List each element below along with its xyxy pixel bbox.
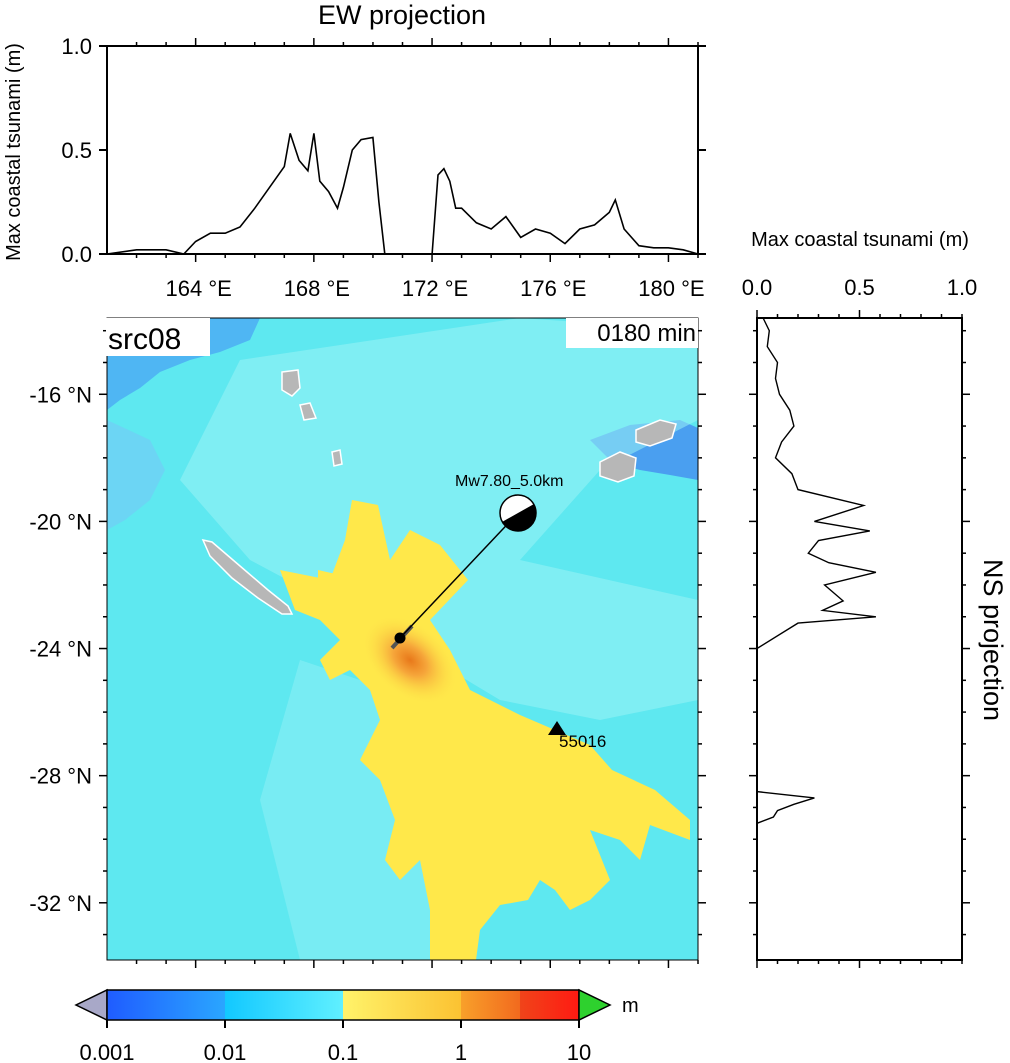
island-vanuatu-mid	[299, 402, 318, 421]
ns-x-tick-label: 0.0	[742, 275, 773, 300]
ew-frame	[106, 45, 699, 255]
ns-title: NS projection	[978, 559, 1008, 721]
ew-x-tick-label: 168 °E	[284, 276, 350, 301]
low-amplitude-region-west	[107, 420, 165, 530]
map-lat-axis: -16 °N -20 °N -24 °N -28 °N -32 °N	[29, 329, 706, 936]
colorbar-ticks: 0.001 0.01 0.1 1 10	[79, 1020, 591, 1063]
colorbar-tick-label: 1	[455, 1040, 467, 1063]
colorbar-over-arrow	[578, 988, 612, 1022]
ns-frame	[756, 317, 963, 961]
map-lat-tick-label: -16 °N	[29, 382, 92, 407]
station-label: 55016	[559, 732, 606, 751]
epicenter-marker	[394, 632, 406, 644]
colorbar-tick-label: 0.1	[328, 1040, 359, 1063]
colorbar-under-arrow	[74, 988, 108, 1022]
ns-series-line	[756, 317, 877, 824]
time-label-box	[566, 318, 698, 348]
island-new-caledonia	[201, 538, 294, 615]
colorbar-unit: m	[622, 995, 639, 1017]
map-lat-tick-label: -24 °N	[29, 637, 92, 662]
ew-x-tick-label: 180 °E	[638, 276, 704, 301]
ns-x-tick-label: 1.0	[947, 275, 978, 300]
colorbar-tick-label: 10	[567, 1040, 591, 1063]
station-triangle-icon	[548, 721, 566, 735]
time-label: 0180 min	[597, 320, 696, 347]
tsunami-energy-zone	[280, 500, 690, 960]
tsunami-energy-spot	[318, 570, 340, 592]
ew-x-tick-label: 164 °E	[166, 276, 232, 301]
colorbar: m 0.001 0.01 0.1 1 10	[74, 988, 639, 1063]
island-vanuatu-north	[281, 369, 301, 397]
source-label: src08	[108, 323, 181, 356]
map-lat-tick-label: -20 °N	[29, 509, 92, 534]
ns-x-axis: 0.0 0.5 1.0	[742, 275, 978, 968]
ew-x-tick-label: 172 °E	[402, 276, 468, 301]
tsunami-map: -16 °N -20 °N -24 °N -28 °N -32 °N src08 018…	[29, 317, 706, 968]
source-label-box	[106, 318, 210, 356]
event-label: Mw7.80_5.0km	[455, 473, 564, 490]
island-fiji-main	[599, 451, 637, 483]
ew-y-tick-label: 0.0	[61, 242, 92, 267]
ew-x-axis: 164 °E 168 °E 172 °E 176 °E 180 °E	[135, 38, 705, 301]
ew-ylabel: Max coastal tsunami (m)	[3, 43, 25, 261]
ns-x-tick-label: 0.5	[844, 275, 875, 300]
colorbar-tick-label: 0.001	[79, 1040, 134, 1063]
ns-xlabel: Max coastal tsunami (m)	[751, 229, 969, 251]
ns-panel: Max coastal tsunami (m) 0.0 0.5 1.0 NS pro…	[742, 229, 1008, 968]
ew-y-tick-label: 1.0	[61, 34, 92, 59]
island-vanuatu-south	[331, 449, 343, 467]
focal-mechanism-beachball	[499, 494, 537, 532]
tsunami-hotspot	[361, 615, 459, 705]
ew-panel: EW projection Max coastal tsunami (m) 0.…	[3, 0, 706, 301]
ew-x-tick-label: 176 °E	[520, 276, 586, 301]
island-fiji-north	[635, 419, 677, 447]
ew-title: EW projection	[318, 0, 486, 30]
colorbar-tick-label: 0.01	[204, 1040, 247, 1063]
ew-y-axis: 0.0 0.5 1.0	[61, 34, 706, 267]
map-lat-tick-label: -32 °N	[29, 891, 92, 916]
beachball-leader-line	[399, 512, 519, 639]
ew-series-line	[106, 133, 699, 255]
map-lon-ticks	[135, 960, 699, 968]
ew-y-tick-label: 0.5	[61, 138, 92, 163]
map-lat-tick-label: -28 °N	[29, 764, 92, 789]
